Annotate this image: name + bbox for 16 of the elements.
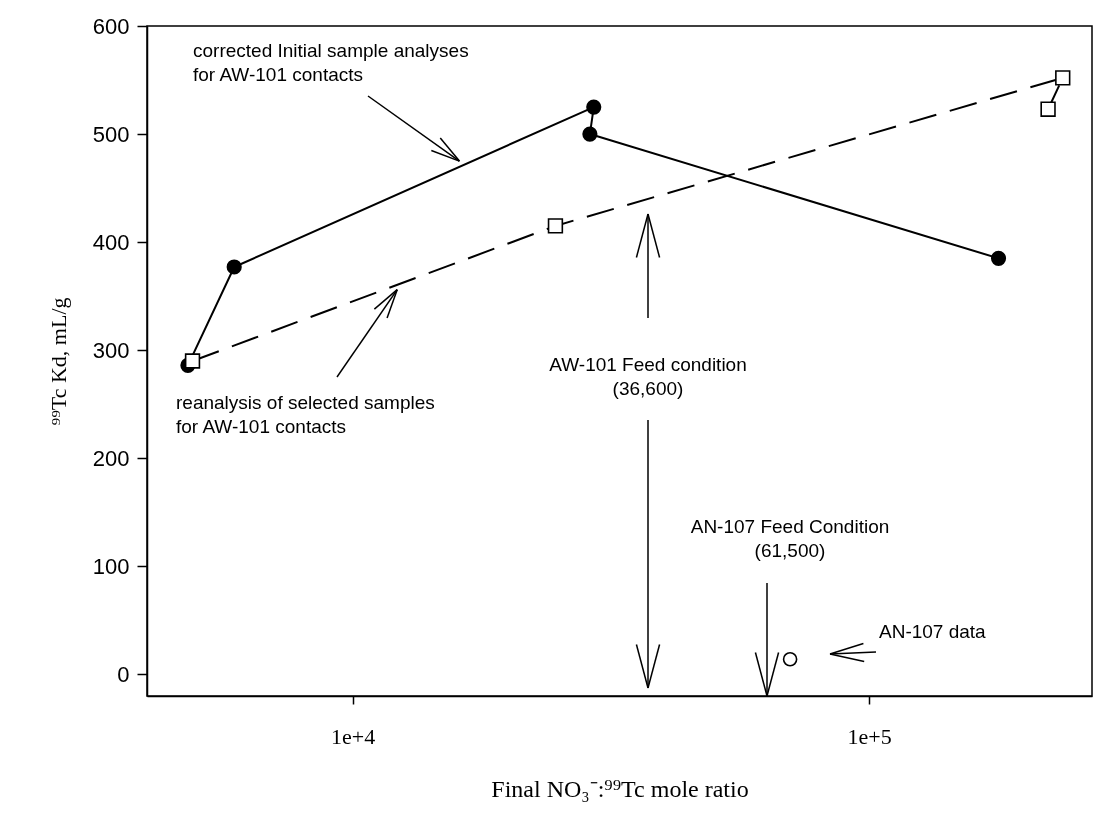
y-tick-label: 0 — [117, 661, 130, 687]
x-axis-title: Final NO₃⁻:⁹⁹Tc mole ratio — [491, 775, 749, 802]
annotation: reanalysis of selected samples for AW-101 contacts — [176, 392, 435, 437]
x-tick-label: 1e+4 — [330, 723, 376, 749]
y-tick-label: 600 — [92, 13, 130, 39]
y-tick-label: 400 — [92, 229, 130, 255]
annotation: AW-101 Feed condition (36,600) — [549, 354, 747, 399]
y-tick-label: 100 — [92, 553, 130, 579]
y-axis-title: ⁹⁹Tc Kd, mL/g — [45, 297, 71, 426]
annotation: corrected Initial sample analyses for AW-101 contacts — [193, 40, 469, 85]
x-tick-label: 1e+5 — [847, 723, 892, 749]
annotation: AN-107 data — [879, 621, 987, 642]
y-tick-label: 300 — [92, 337, 130, 363]
annotation: AN-107 Feed Condition (61,500) — [690, 516, 890, 561]
y-tick-label: 200 — [92, 445, 130, 471]
y-tick-label: 500 — [92, 121, 130, 147]
